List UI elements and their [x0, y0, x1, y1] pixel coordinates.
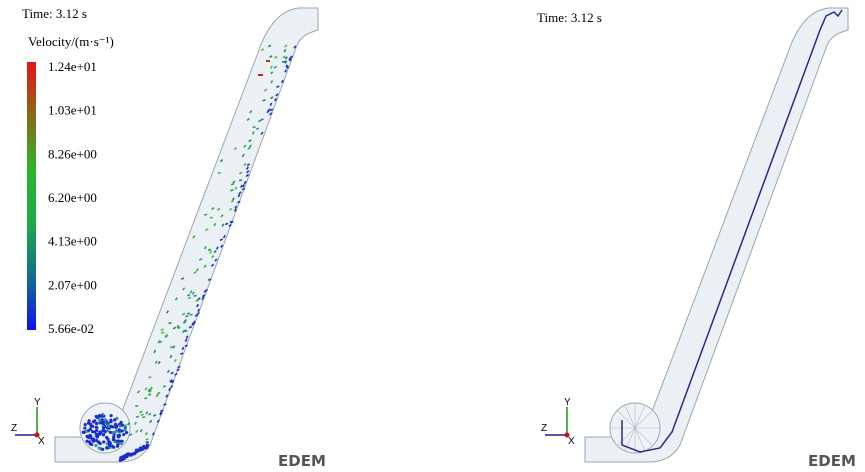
- particle: [97, 441, 100, 444]
- particle: [141, 446, 144, 449]
- particle: [82, 431, 85, 434]
- axis-label: X: [38, 436, 45, 447]
- particle: [98, 433, 101, 436]
- particle: [85, 440, 88, 443]
- colorbar: [27, 62, 36, 330]
- colorbar-label: 2.07e+00: [48, 277, 97, 292]
- axis-label: Z: [11, 423, 17, 434]
- particle: [103, 430, 106, 433]
- colorbar-label: 6.20e+00: [48, 190, 97, 205]
- particle: [89, 435, 92, 438]
- particle: [95, 429, 98, 432]
- particle: [86, 435, 89, 438]
- particle: [108, 444, 111, 447]
- particle: [102, 433, 105, 436]
- particle: [112, 438, 115, 441]
- axis-label: Y: [34, 397, 41, 408]
- particle: [89, 428, 92, 431]
- particle: [92, 420, 95, 423]
- particle: [92, 437, 95, 440]
- particle: [115, 426, 118, 429]
- particle: [118, 434, 121, 437]
- particle: [112, 446, 115, 449]
- particle: [95, 433, 98, 436]
- particle: [258, 74, 263, 76]
- particle: [122, 433, 125, 436]
- particle: [146, 444, 149, 447]
- particle: [110, 414, 113, 417]
- particle: [118, 428, 121, 431]
- particle: [137, 449, 140, 452]
- particle: [109, 419, 112, 422]
- particle: [83, 426, 86, 429]
- particle: [123, 428, 126, 431]
- edem-logo: EDEM: [278, 452, 326, 470]
- particle: [117, 439, 120, 442]
- particle: [88, 440, 91, 443]
- particle: [84, 423, 87, 426]
- particle: [114, 423, 117, 426]
- particle: [101, 448, 104, 451]
- edem-logo: EDEM: [808, 452, 856, 470]
- particle: [107, 423, 110, 426]
- particle: [109, 431, 112, 434]
- particle: [132, 452, 135, 455]
- colorbar-label: 8.26e+00: [48, 146, 97, 161]
- particle: [126, 452, 129, 455]
- axis-label: X: [568, 436, 575, 447]
- colorbar-label: 1.24e+01: [48, 59, 97, 74]
- particle: [121, 429, 124, 432]
- time-label: Time: 3.12 s: [537, 10, 602, 25]
- particle: [115, 417, 118, 420]
- axis-label: Z: [541, 423, 547, 434]
- particle: [121, 424, 124, 427]
- wheel-spokes: [610, 403, 660, 453]
- particle: [105, 446, 108, 449]
- colorbar-label: 5.66e-02: [48, 321, 94, 336]
- colorbar-label: 1.03e+01: [48, 103, 97, 118]
- particle: [114, 430, 117, 433]
- particle: [89, 425, 92, 428]
- particle: [106, 437, 109, 440]
- particle: [120, 442, 123, 445]
- particle: [116, 445, 119, 448]
- colorbar-title: Velocity/(m·s⁻¹): [28, 34, 114, 49]
- axis-label: Y: [564, 397, 571, 408]
- particle: [266, 60, 270, 62]
- screenshot: Time: 3.12 s Time: 3.12 s Velocity/(m·s⁻…: [0, 0, 865, 472]
- particle: [120, 457, 123, 460]
- particle: [102, 427, 105, 430]
- particle: [103, 418, 106, 421]
- particle: [95, 422, 98, 425]
- particle: [95, 426, 98, 429]
- colorbar-label: 4.13e+00: [48, 234, 97, 249]
- particle: [97, 418, 100, 421]
- particle: [94, 444, 97, 447]
- particle: [99, 421, 102, 424]
- chute-geometry: [585, 8, 848, 462]
- particle: [124, 424, 127, 427]
- particle: [100, 415, 103, 418]
- time-label: Time: 3.12 s: [22, 6, 87, 21]
- particle: [120, 421, 123, 424]
- particle: [87, 422, 90, 425]
- particle: [102, 440, 105, 443]
